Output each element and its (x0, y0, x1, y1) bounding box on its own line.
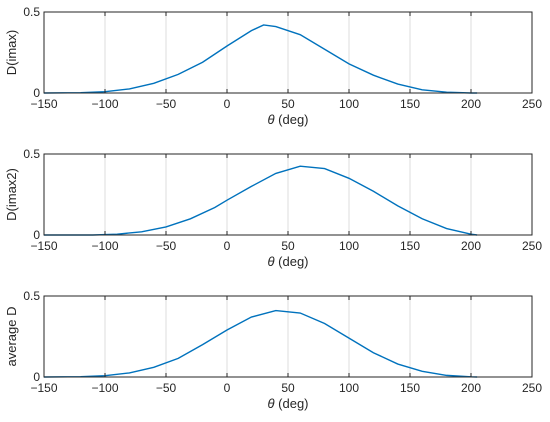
x-tick-label: 150 (400, 97, 420, 111)
data-curve (43, 309, 478, 378)
y-axis-label: average D (4, 307, 19, 367)
y-axis-label: D(imax2) (4, 168, 19, 221)
x-axis-symbol: θ (267, 112, 274, 127)
chart-panel-2: −150 −100 −50 0 50 100 150 200 250 0 0.5 θ (deg) D(i… (4, 147, 542, 269)
x-tick-label: −50 (156, 381, 177, 395)
x-tick-label: 200 (461, 97, 481, 111)
chart-panel-1: −150 −100 −50 0 50 100 150 200 250 0 0.5 θ (deg) D(i… (4, 5, 542, 127)
y-tick-label: 0.5 (23, 5, 40, 19)
x-tick-label: 150 (400, 381, 420, 395)
x-tick-label: 0 (224, 381, 231, 395)
x-tick-label: −100 (91, 97, 118, 111)
x-axis-unit: (deg) (275, 254, 309, 269)
x-axis-label: θ (deg) (267, 254, 308, 269)
x-tick-label: 100 (339, 239, 359, 253)
x-tick-label: 200 (461, 381, 481, 395)
chart-panel-3: −150 −100 −50 0 50 100 150 200 250 0 0.5 θ (deg) ave… (4, 289, 542, 411)
x-tick-label: 100 (339, 381, 359, 395)
x-tick-label: 0 (224, 97, 231, 111)
x-axis-label: θ (deg) (267, 396, 308, 411)
x-axis-unit: (deg) (275, 112, 309, 127)
x-tick-label: −100 (91, 239, 118, 253)
x-tick-label: 200 (461, 239, 481, 253)
x-tick-label: 50 (281, 97, 295, 111)
x-axis-symbol: θ (267, 396, 274, 411)
x-tick-label: −150 (30, 97, 57, 111)
x-axis-symbol: θ (267, 254, 274, 269)
y-tick-label: 0 (33, 370, 40, 384)
x-tick-label: 250 (522, 239, 542, 253)
x-tick-label: −50 (156, 97, 177, 111)
x-tick-label: −100 (91, 381, 118, 395)
x-axis-label: θ (deg) (267, 112, 308, 127)
x-tick-label: 150 (400, 239, 420, 253)
y-tick-label: 0 (33, 228, 40, 242)
data-curve (44, 165, 478, 236)
x-tick-label: 250 (522, 97, 542, 111)
x-tick-label: −150 (30, 239, 57, 253)
x-tick-label: 50 (281, 239, 295, 253)
x-tick-label: 100 (339, 97, 359, 111)
data-curve (43, 24, 478, 94)
y-tick-label: 0 (33, 86, 40, 100)
x-tick-label: −50 (156, 239, 177, 253)
x-tick-label: −150 (30, 381, 57, 395)
y-axis-label: D(imax) (4, 30, 19, 76)
x-tick-label: 250 (522, 381, 542, 395)
y-tick-label: 0.5 (23, 147, 40, 161)
y-tick-label: 0.5 (23, 289, 40, 303)
x-tick-label: 50 (281, 381, 295, 395)
x-tick-label: 0 (224, 239, 231, 253)
x-axis-unit: (deg) (275, 396, 309, 411)
